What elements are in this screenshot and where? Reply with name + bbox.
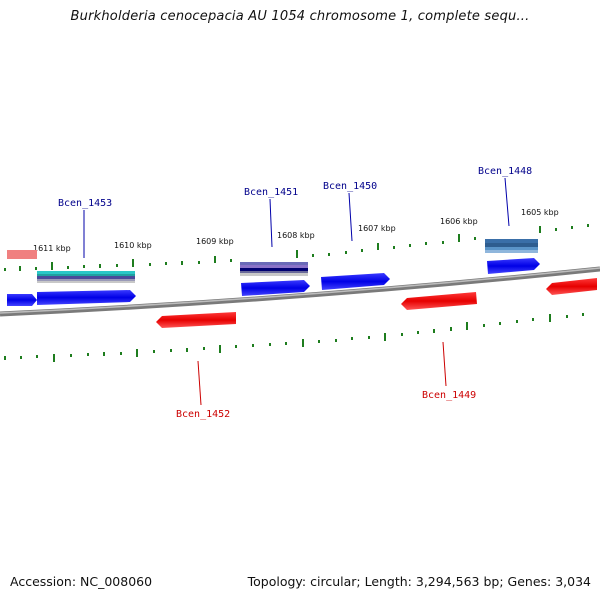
gene-arrow-bcen-1449[interactable] xyxy=(401,292,477,310)
gene-arrow-bcen-1451[interactable] xyxy=(241,280,310,296)
feature-bar-middle[interactable] xyxy=(240,262,308,276)
chromosome-backbone xyxy=(0,266,600,317)
forward-scale-ticks xyxy=(4,224,589,271)
kbp-label-1605: 1605 kbp xyxy=(521,208,559,217)
topology-label: Topology: circular; Length: 3,294,563 bp… xyxy=(247,574,591,589)
gene-arrow-bcen-1450[interactable] xyxy=(321,273,390,290)
forward-gene-arrow-left[interactable] xyxy=(7,294,37,306)
leader-line-bcen-1451 xyxy=(269,198,273,248)
leader-line-bcen-1450 xyxy=(348,192,353,242)
leader-line-bcen-1448 xyxy=(504,177,510,227)
kbp-label-1608: 1608 kbp xyxy=(277,231,315,240)
leader-line-bcen-1449 xyxy=(442,341,447,387)
feature-bar-left[interactable] xyxy=(7,250,135,283)
gene-arrow-bcen-1453[interactable] xyxy=(37,290,136,305)
accession-label: Accession: NC_008060 xyxy=(10,574,153,589)
reverse-gene-arrow-right[interactable] xyxy=(546,278,597,295)
leader-line-bcen-1452 xyxy=(197,360,202,406)
gene-arrow-bcen-1452[interactable] xyxy=(156,312,236,328)
kbp-label-1609: 1609 kbp xyxy=(196,237,234,246)
gene-label-bcen-1449[interactable]: Bcen_1449 xyxy=(422,390,476,401)
gene-label-bcen-1450[interactable]: Bcen_1450 xyxy=(323,181,377,192)
kbp-label-1606: 1606 kbp xyxy=(440,217,478,226)
gene-label-bcen-1448[interactable]: Bcen_1448 xyxy=(478,166,532,177)
feature-bar-right[interactable] xyxy=(485,239,538,253)
kbp-label-1611: 1611 kbp xyxy=(33,244,71,253)
kbp-label-1607: 1607 kbp xyxy=(358,224,396,233)
map-title: Burkholderia cenocepacia AU 1054 chromos… xyxy=(70,9,530,24)
gene-arrow-bcen-1448[interactable] xyxy=(487,258,540,274)
gene-label-bcen-1451[interactable]: Bcen_1451 xyxy=(244,187,298,198)
kbp-label-1610: 1610 kbp xyxy=(114,241,152,250)
gene-label-bcen-1452[interactable]: Bcen_1452 xyxy=(176,409,230,420)
gene-label-bcen-1453[interactable]: Bcen_1453 xyxy=(58,198,112,209)
reverse-scale-ticks xyxy=(4,313,584,362)
